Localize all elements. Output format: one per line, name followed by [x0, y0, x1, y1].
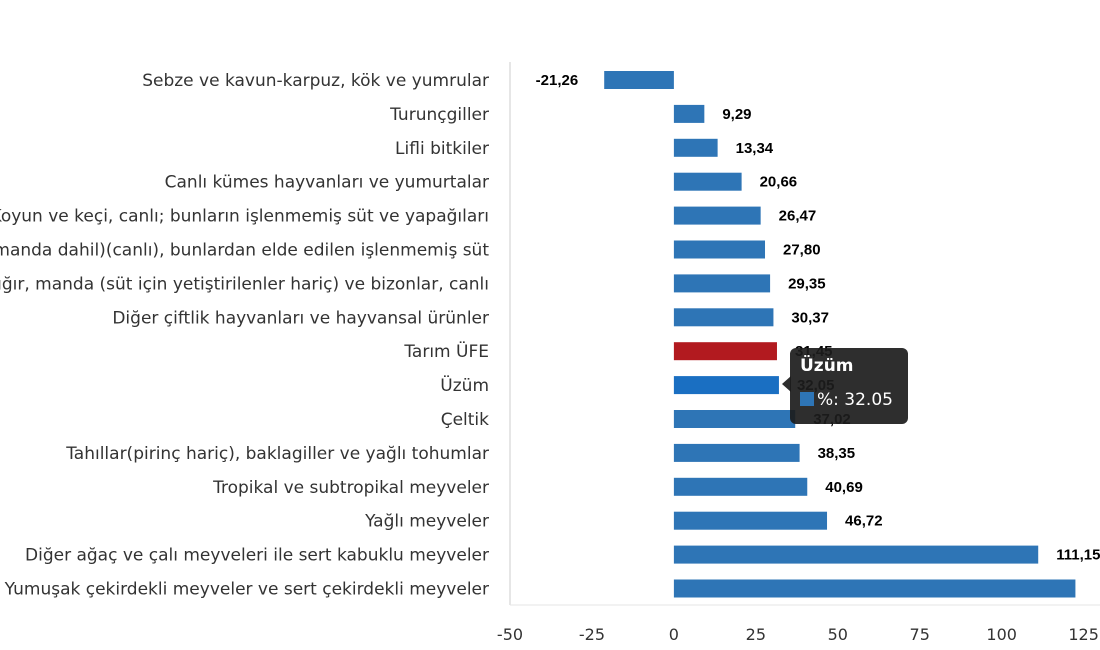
- bar[interactable]: [673, 376, 779, 395]
- bar[interactable]: [673, 511, 828, 530]
- data-label: -21,26: [536, 72, 579, 89]
- bar[interactable]: [673, 172, 742, 191]
- bar[interactable]: [673, 545, 1039, 564]
- category-label: Tahıllar(pirinç hariç), baklagiller ve y…: [65, 444, 489, 464]
- bars-layer: [604, 71, 1076, 598]
- x-tick-label: -50: [497, 625, 523, 644]
- category-label: Çeltik: [441, 410, 489, 430]
- x-tick-label: 125: [1068, 625, 1099, 644]
- x-tick-label: 25: [746, 625, 766, 644]
- data-label: 13,34: [736, 140, 774, 157]
- category-label: Turunçgiller: [389, 105, 489, 125]
- bar[interactable]: [673, 274, 771, 293]
- category-label: Yağlı meyveler: [364, 512, 489, 532]
- data-label: 30,37: [791, 309, 829, 326]
- category-label: Tropikal ve subtropikal meyveler: [212, 478, 489, 498]
- category-label: Diğer sığır, manda (süt için yetiştirile…: [0, 274, 489, 294]
- data-label: 38,35: [818, 445, 856, 462]
- category-label: Diğer çiftlik hayvanları ve hayvansal ür…: [112, 308, 489, 328]
- category-label: Sebze ve kavun-karpuz, kök ve yumrular: [142, 71, 489, 91]
- bar[interactable]: [673, 104, 705, 123]
- category-label: Diğer ağaç ve çalı meyveleri ile sert ka…: [25, 546, 489, 566]
- bar[interactable]: [673, 342, 777, 361]
- bar[interactable]: [673, 240, 766, 259]
- category-label: Lifli bitkiler: [395, 139, 489, 159]
- x-tick-label: 100: [986, 625, 1017, 644]
- bar[interactable]: [673, 138, 718, 157]
- tooltip-swatch-icon: [800, 392, 814, 406]
- data-label: 111,15: [1056, 547, 1100, 564]
- bar[interactable]: [673, 410, 796, 428]
- category-label: Tarım ÜFE: [403, 340, 489, 362]
- data-label: 9,29: [722, 106, 751, 123]
- labels-layer: Sebze ve kavun-karpuz, kök ve yumrular -2…: [0, 71, 1100, 600]
- x-tick-label: -25: [579, 625, 605, 644]
- hover-tooltip: Üzüm %: 32.05: [790, 348, 908, 424]
- x-tick-label: 75: [910, 625, 930, 644]
- tooltip-arrow: [782, 376, 791, 392]
- data-label: 27,80: [783, 242, 821, 259]
- data-label: 26,47: [779, 208, 817, 225]
- bar[interactable]: [604, 71, 674, 89]
- category-label: Üzüm: [440, 374, 489, 396]
- tooltip-row: %: 32.05: [800, 390, 893, 410]
- category-label: Sığırlar(manda dahil)(canlı), bunlardan …: [0, 241, 489, 261]
- bar[interactable]: [673, 443, 800, 462]
- x-axis-ticks: -50 -25 0 25 50 75 100 125: [497, 625, 1099, 644]
- tooltip-value: %: 32.05: [817, 390, 893, 410]
- bar[interactable]: [673, 308, 774, 327]
- x-tick-label: 0: [669, 625, 679, 644]
- category-label: Canlı kümes hayvanları ve yumurtalar: [165, 173, 489, 193]
- bar[interactable]: [673, 477, 808, 496]
- data-label: 29,35: [788, 275, 826, 292]
- data-label: 46,72: [845, 513, 883, 530]
- data-label: 40,69: [825, 479, 863, 496]
- category-label: Yumuşak çekirdekli meyveler ve sert çeki…: [4, 580, 489, 600]
- bar[interactable]: [673, 206, 761, 225]
- category-label: Koyun ve keçi, canlı; bunların işlenmemi…: [0, 207, 489, 227]
- bar[interactable]: [673, 579, 1076, 598]
- x-tick-label: 50: [828, 625, 848, 644]
- tooltip-title: Üzüm: [800, 356, 854, 376]
- data-label: 20,66: [760, 174, 798, 191]
